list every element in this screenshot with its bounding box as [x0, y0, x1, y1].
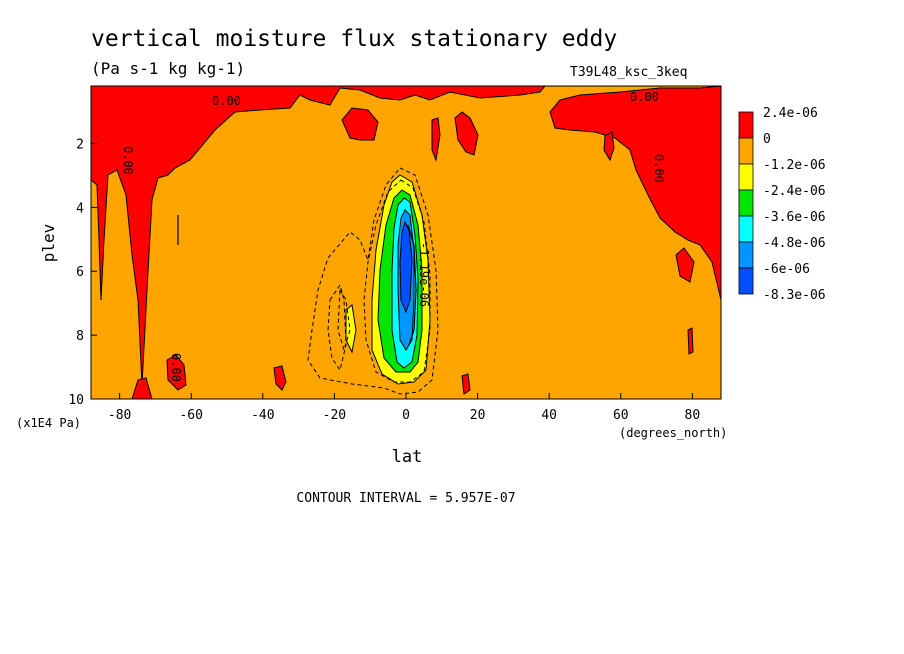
- legend-label-2: -1.2e-06: [763, 158, 826, 173]
- positive-patch-9: [687, 327, 694, 355]
- contour-interval: CONTOUR INTERVAL = 5.957E-07: [296, 491, 515, 506]
- legend-swatch-2: [738, 163, 754, 191]
- y-axis-units: (x1E4 Pa): [16, 416, 81, 430]
- legend-swatch-1: [738, 137, 754, 165]
- positive-patch-5: [675, 247, 695, 283]
- x-axis-units: (degrees_north): [619, 426, 727, 440]
- legend-swatch-3: [738, 189, 754, 217]
- contour-inner: [407, 224, 417, 346]
- contour-label-3: 0.00: [121, 146, 135, 175]
- positive-patch-10: [131, 377, 153, 399]
- positive-patch-7: [166, 354, 187, 391]
- y-tick-label-4: 10: [68, 393, 84, 408]
- legend-label-1: 0: [763, 132, 771, 147]
- positive-patch-2: [454, 111, 479, 156]
- core-blue: [399, 220, 413, 314]
- contour-outer: [307, 167, 439, 395]
- contour-label-1: 0.00: [212, 94, 241, 108]
- contour-label-6: -1.19e-06: [417, 242, 431, 307]
- positive-patch-4: [603, 131, 615, 162]
- positive-patch-6: [273, 365, 287, 391]
- positive-patch-3: [431, 117, 441, 162]
- y-tick-label-2: 6: [76, 265, 84, 280]
- contour-label-2: 0.00: [630, 90, 659, 104]
- x-tick-label-2: -40: [251, 408, 274, 423]
- solid-contours: [177, 215, 417, 346]
- positive-patch-1: [341, 107, 379, 141]
- chart-units: (Pa s-1 kg kg-1): [91, 59, 245, 78]
- y-axis-title: plev: [39, 224, 58, 263]
- legend-swatch-5: [738, 241, 754, 269]
- y-axis: 2 4 6 8 10: [68, 137, 97, 408]
- legend-swatch-4: [738, 215, 754, 243]
- positive-region-nh-polar: [549, 86, 721, 301]
- contour-2: [363, 179, 431, 383]
- x-tick-label-7: 60: [613, 408, 629, 423]
- color-legend: 2.4e-06 0 -1.2e-06 -2.4e-06 -3.6e-06 -4.8e-06…: [738, 106, 826, 303]
- x-tick-label-0: -80: [108, 408, 131, 423]
- y-tick-label-0: 2: [76, 137, 84, 152]
- contour-labels: 0.00 0.00 0.00 0.00 0.00 -1.19e-06: [121, 90, 666, 382]
- x-tick-label-1: -60: [179, 408, 202, 423]
- legend-swatch-0: [738, 111, 754, 139]
- contour-label-4: 0.00: [169, 353, 183, 382]
- y-tick-label-3: 8: [76, 329, 84, 344]
- legend-label-3: -2.4e-06: [763, 184, 826, 199]
- y-tick-label-1: 4: [76, 201, 84, 216]
- contour-4: [327, 283, 347, 372]
- legend-label-0: 2.4e-06: [763, 106, 818, 121]
- x-tick-label-4: 0: [402, 408, 410, 423]
- x-tick-label-8: 80: [685, 408, 701, 423]
- x-axis: -80 -60 -40 -20 0 20 40 60 80: [108, 393, 700, 423]
- plot-area: 0.00 0.00 0.00 0.00 0.00 -1.19e-06: [91, 86, 721, 399]
- positive-patch-8: [461, 373, 471, 395]
- contour-3: [337, 288, 351, 352]
- legend-label-5: -4.8e-06: [763, 236, 826, 251]
- legend-swatch-6: [738, 267, 754, 295]
- x-tick-label-3: -20: [323, 408, 346, 423]
- positive-region-sh-polar: [91, 86, 546, 386]
- legend-label-7: -8.3e-06: [763, 288, 826, 303]
- legend-label-4: -3.6e-06: [763, 210, 826, 225]
- dataset-label: T39L48_ksc_3keq: [570, 65, 687, 80]
- contour-label-5: 0.00: [652, 154, 666, 183]
- x-tick-label-5: 20: [470, 408, 486, 423]
- chart-title: vertical moisture flux stationary eddy: [91, 26, 617, 52]
- negative-contours: [307, 167, 439, 395]
- x-axis-title: lat: [392, 447, 423, 467]
- x-tick-label-6: 40: [541, 408, 557, 423]
- legend-label-6: -6e-06: [763, 262, 810, 277]
- positive-regions: [91, 86, 721, 399]
